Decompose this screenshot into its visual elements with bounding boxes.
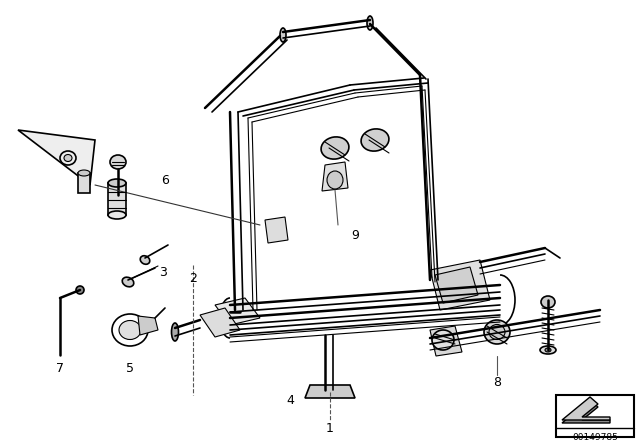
Text: 1: 1 (326, 422, 334, 435)
Ellipse shape (108, 211, 126, 219)
Ellipse shape (110, 155, 126, 169)
Ellipse shape (64, 155, 72, 161)
Ellipse shape (541, 296, 555, 308)
Polygon shape (200, 308, 240, 337)
Polygon shape (562, 397, 610, 420)
Text: 8: 8 (493, 375, 501, 388)
Ellipse shape (432, 330, 454, 350)
Text: 2: 2 (189, 271, 197, 284)
Polygon shape (430, 326, 462, 356)
Text: 5: 5 (126, 362, 134, 375)
Ellipse shape (108, 179, 126, 187)
Ellipse shape (140, 256, 150, 264)
Ellipse shape (367, 16, 373, 30)
Bar (108, 183, 126, 215)
Bar (78, 173, 90, 193)
Text: 00149785: 00149785 (572, 432, 618, 441)
Text: 9: 9 (351, 228, 359, 241)
Polygon shape (215, 298, 260, 325)
Ellipse shape (489, 324, 505, 340)
Ellipse shape (119, 320, 141, 340)
Polygon shape (430, 260, 490, 310)
Text: 3: 3 (159, 266, 167, 279)
Ellipse shape (280, 28, 286, 42)
Ellipse shape (484, 320, 510, 344)
Ellipse shape (76, 286, 84, 294)
Ellipse shape (540, 346, 556, 354)
Bar (556, 395, 634, 437)
Text: 7: 7 (56, 362, 64, 375)
Ellipse shape (545, 348, 551, 352)
Ellipse shape (321, 137, 349, 159)
Text: 4: 4 (286, 393, 294, 406)
Polygon shape (322, 162, 348, 191)
Polygon shape (562, 400, 610, 423)
Polygon shape (305, 385, 355, 398)
Polygon shape (265, 217, 288, 243)
Ellipse shape (78, 170, 90, 176)
Ellipse shape (327, 171, 343, 189)
Polygon shape (435, 267, 478, 303)
Ellipse shape (122, 277, 134, 287)
Polygon shape (18, 130, 95, 185)
Ellipse shape (361, 129, 389, 151)
Polygon shape (138, 316, 158, 335)
Ellipse shape (172, 323, 179, 341)
Text: 6: 6 (161, 173, 169, 186)
